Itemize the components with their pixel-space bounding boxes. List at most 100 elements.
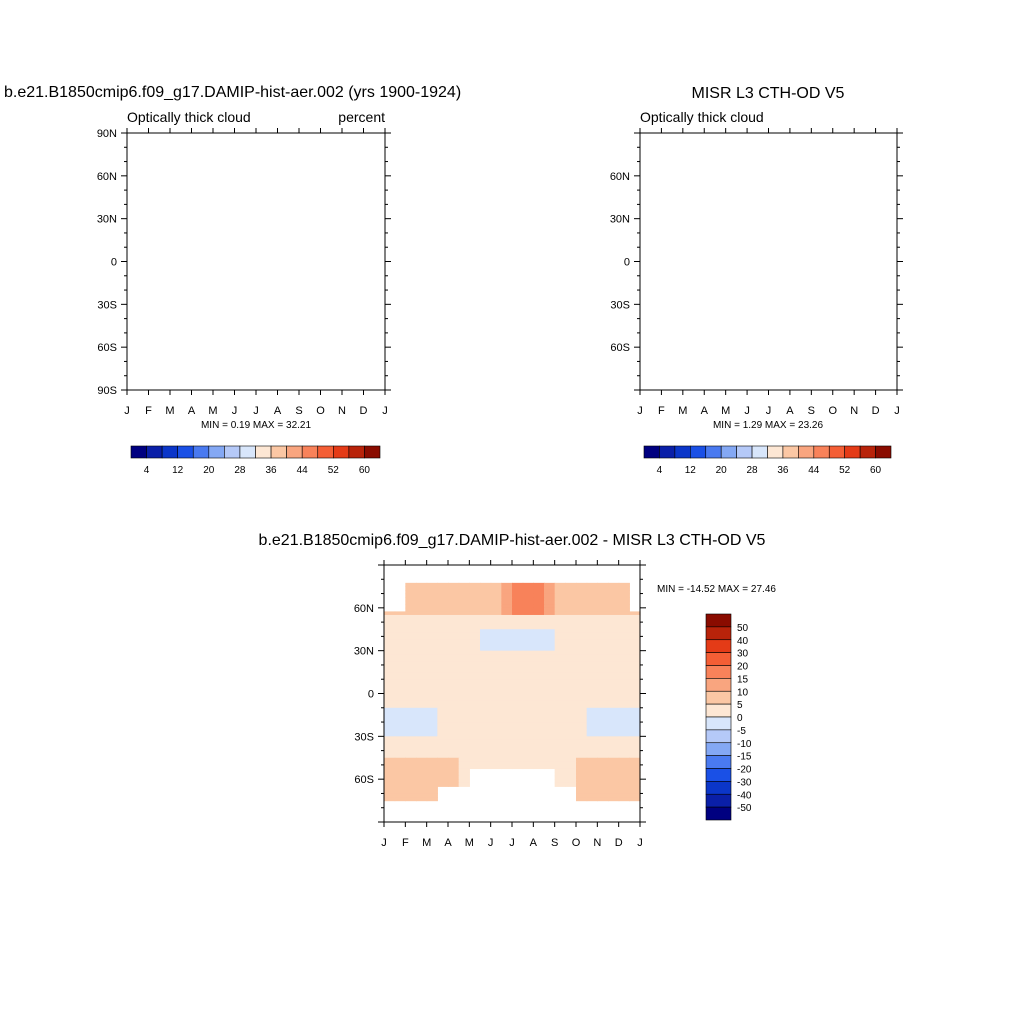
- grid-cell: [405, 689, 417, 695]
- grid-cell: [501, 697, 513, 702]
- grid-cell: [565, 582, 577, 588]
- grid-cell: [416, 672, 428, 677]
- grid-cell: [448, 700, 460, 705]
- grid-cell: [416, 647, 428, 652]
- colorbar-box: [705, 652, 732, 666]
- grid-cell: [522, 614, 534, 620]
- grid-cell: [586, 672, 598, 677]
- grid-cell: [469, 657, 481, 662]
- grid-cell: [608, 625, 620, 630]
- grid-cell: [608, 589, 620, 595]
- colorbar-box: [828, 445, 845, 459]
- grid-cell: [565, 782, 577, 787]
- grid-cell: [384, 754, 396, 759]
- grid-cell: [416, 718, 428, 723]
- grid-cell: [394, 629, 406, 634]
- grid-cell: [618, 647, 630, 652]
- grid-cell: [405, 682, 417, 687]
- grid-cell: [576, 604, 588, 609]
- grid-cell: [608, 786, 620, 791]
- grid-cell: [618, 618, 630, 623]
- grid-cell: [586, 718, 598, 723]
- x-tick-label: J: [637, 837, 643, 849]
- grid-cell: [554, 739, 566, 745]
- grid-cell: [458, 686, 470, 691]
- grid-cell: [512, 664, 524, 670]
- grid-cell: [480, 764, 492, 770]
- grid-cell: [597, 704, 609, 709]
- grid-cell: [512, 589, 524, 595]
- grid-cell: [469, 650, 481, 655]
- colorbar-box: [705, 678, 732, 692]
- grid-cell: [458, 693, 470, 698]
- grid-cell: [437, 761, 449, 766]
- grid-cell: [608, 793, 620, 798]
- grid-cell: [597, 614, 609, 620]
- grid-cell: [544, 661, 556, 666]
- colorbar-box: [705, 626, 732, 641]
- colorbar-box: [736, 445, 753, 459]
- grid-cell: [522, 704, 534, 709]
- grid-cell: [480, 654, 492, 659]
- grid-cell: [469, 754, 481, 759]
- grid-cell: [405, 604, 417, 609]
- grid-cell: [501, 732, 513, 737]
- grid-cell: [554, 672, 566, 677]
- grid-cell: [405, 722, 417, 727]
- x-tick-label: N: [593, 837, 601, 849]
- grid-cell: [416, 747, 428, 752]
- grid-cell: [458, 625, 470, 630]
- colorbar-label: 52: [839, 465, 851, 476]
- grid-cell: [394, 782, 406, 787]
- grid-cell: [512, 711, 524, 716]
- grid-cell: [565, 657, 577, 662]
- grid-cell: [426, 732, 438, 737]
- grid-cell: [501, 632, 513, 637]
- grid-cell: [394, 754, 406, 759]
- grid-cell: [490, 686, 502, 691]
- grid-cell: [416, 682, 428, 687]
- panel1-minmax: MIN = 0.19 MAX = 32.21: [201, 420, 311, 431]
- grid-cell: [618, 582, 630, 588]
- grid-cell: [576, 589, 588, 595]
- grid-cell: [437, 661, 449, 666]
- grid-cell: [426, 614, 438, 620]
- grid-cell: [522, 618, 534, 623]
- grid-cell: [384, 618, 396, 623]
- grid-cell: [426, 772, 438, 777]
- colorbar-box: [705, 690, 732, 705]
- grid-cell: [384, 729, 396, 734]
- grid-cell: [426, 650, 438, 655]
- grid-cell: [512, 636, 524, 641]
- grid-cell: [405, 686, 417, 691]
- grid-cell: [437, 682, 449, 687]
- grid-cell: [544, 722, 556, 727]
- colorbar-box: [348, 445, 365, 459]
- grid-cell: [458, 618, 470, 623]
- grid-cell: [490, 597, 502, 602]
- grid-cell: [448, 743, 460, 748]
- colorbar-box: [224, 445, 241, 459]
- grid-cell: [512, 600, 524, 605]
- grid-cell: [554, 736, 566, 741]
- grid-cell: [533, 632, 545, 637]
- grid-cell: [384, 764, 396, 770]
- grid-cell: [586, 789, 598, 795]
- grid-cell: [384, 664, 396, 670]
- grid-cell: [544, 618, 556, 623]
- grid-cell: [544, 747, 556, 752]
- grid-cell: [533, 593, 545, 598]
- grid-cell: [437, 632, 449, 637]
- grid-cell: [384, 632, 396, 637]
- grid-cell: [565, 622, 577, 627]
- colorbar-label: -5: [737, 726, 746, 737]
- grid-cell: [597, 622, 609, 627]
- grid-cell: [490, 750, 502, 755]
- grid-cell: [544, 643, 556, 648]
- grid-cell: [565, 739, 577, 745]
- grid-cell: [586, 682, 598, 687]
- grid-cell: [448, 586, 460, 591]
- grid-cell: [597, 654, 609, 659]
- grid-cell: [416, 797, 428, 802]
